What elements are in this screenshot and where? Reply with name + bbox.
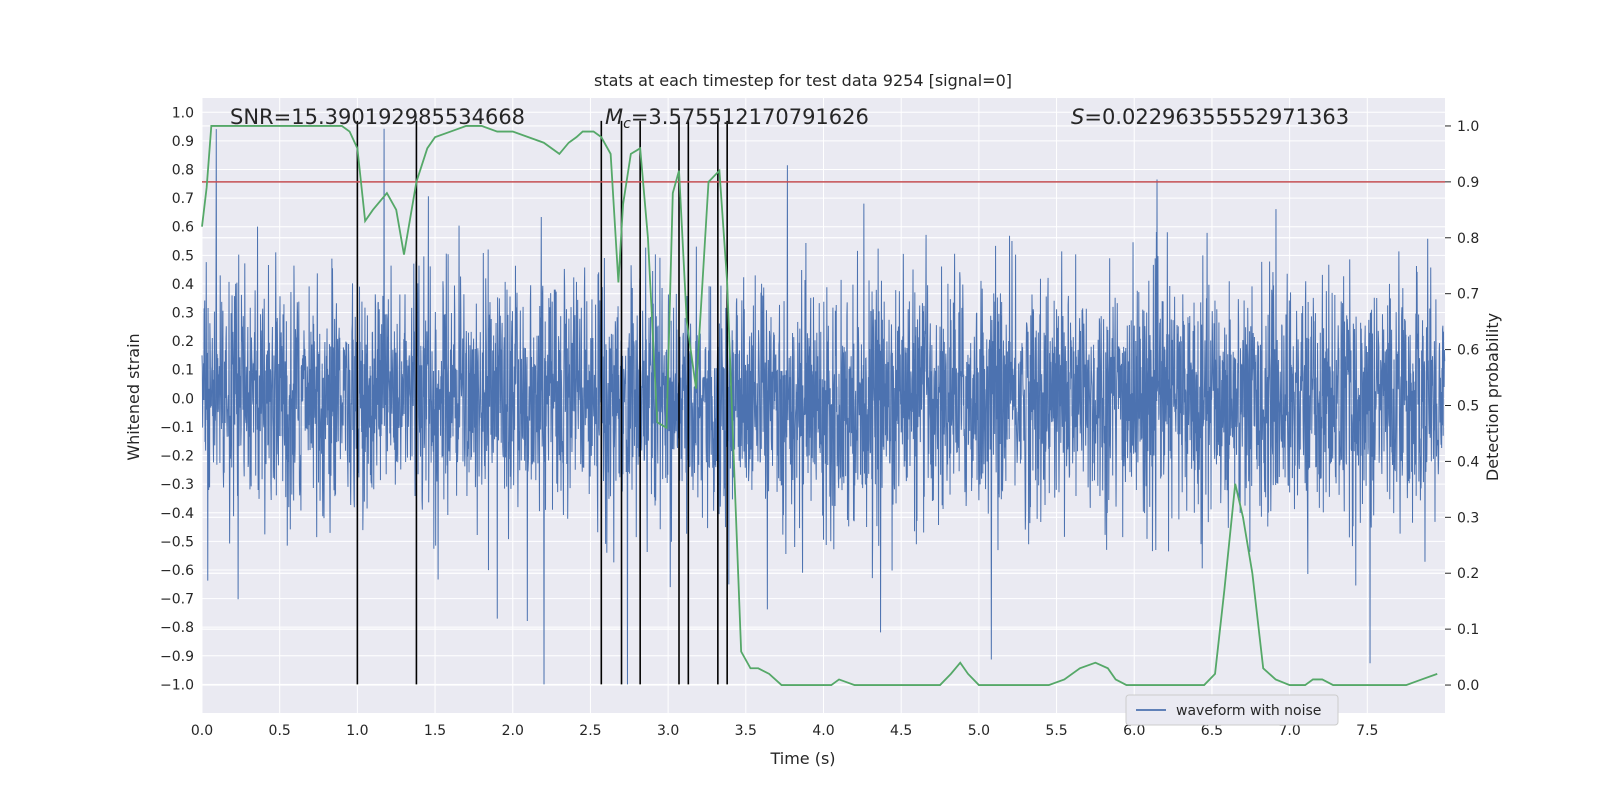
chirp-mass-annotation: Mc=3.575512170791626 (605, 105, 869, 132)
y2-tick-label: 0.2 (1457, 566, 1479, 582)
event-lines (356, 120, 728, 685)
x-tick-label: 4.5 (890, 723, 912, 739)
x-tick-label: 7.5 (1356, 723, 1378, 739)
mc-value: =3.575512170791626 (631, 105, 869, 129)
y-tick-label: 0.2 (172, 334, 194, 350)
y2-axis-ticks: 0.0 0.1 0.2 0.3 0.4 0.5 0.6 0.7 0.8 0.9 1.0 (1445, 119, 1479, 694)
y2-tick-label: 0.0 (1457, 678, 1479, 694)
y2-tick-label: 0.8 (1457, 231, 1479, 247)
series-waveform (201, 128, 1446, 685)
x-tick-label: 5.0 (968, 723, 990, 739)
x-tick-label: 0.5 (269, 723, 291, 739)
x-tick-label: 2.5 (579, 723, 601, 739)
y2-tick-label: 0.4 (1457, 454, 1479, 470)
y2-tick-label: 0.9 (1457, 175, 1479, 191)
snr-annotation: SNR=15.390192985534668 (230, 105, 525, 129)
y-tick-label: 0.5 (172, 248, 194, 264)
x-tick-label: 2.0 (502, 723, 524, 739)
s-annotation: S=0.022963555529713​63 (1071, 105, 1349, 129)
x-tick-label: 6.0 (1123, 723, 1145, 739)
y-axis-ticks: −1.0 −0.9 −0.8 −0.7 −0.6 −0.5 −0.4 −0.3 −0.2 −0.1… (160, 105, 194, 693)
y2-tick-label: 0.6 (1457, 343, 1479, 359)
x-axis-label: Time (s) (769, 749, 835, 768)
series-detection-probability (201, 125, 1438, 686)
s-symbol: S (1071, 105, 1084, 129)
mc-symbol: M (605, 105, 623, 129)
chart-title: stats at each timestep for test data 925… (594, 71, 1012, 90)
x-tick-label: 3.0 (657, 723, 679, 739)
x-tick-label: 1.0 (346, 723, 368, 739)
x-tick-label: 0.0 (191, 723, 213, 739)
y2-tick-label: 0.1 (1457, 622, 1479, 638)
y-tick-label: −1.0 (160, 677, 194, 693)
legend-entry-waveform: waveform with noise (1176, 703, 1321, 719)
y2-tick-label: 0.5 (1457, 399, 1479, 415)
y-tick-label: 1.0 (172, 105, 194, 121)
s-value: =0.022963555529713​63 (1084, 105, 1349, 129)
y2-axis-label: Detection probability (1483, 313, 1502, 481)
y-tick-label: −0.3 (160, 477, 194, 493)
x-tick-label: 6.5 (1201, 723, 1223, 739)
y-tick-label: −0.2 (160, 449, 194, 465)
legend: waveform with noise (1125, 694, 1339, 726)
y-tick-label: 0.4 (172, 277, 194, 293)
y-tick-label: −0.5 (160, 534, 194, 550)
y-axis-label: Whitened strain (124, 333, 143, 460)
y-tick-label: 0.0 (172, 391, 194, 407)
y-tick-label: 0.6 (172, 220, 194, 236)
y2-tick-label: 1.0 (1457, 119, 1479, 135)
mc-subscript: c (623, 116, 631, 132)
x-tick-label: 5.5 (1045, 723, 1067, 739)
y-tick-label: 0.1 (172, 363, 194, 379)
x-tick-label: 7.0 (1278, 723, 1300, 739)
x-axis-ticks: 0.0 0.5 1.0 1.5 2.0 2.5 3.0 3.5 4.0 4.5 5.0 5.5 6.0 6… (191, 723, 1379, 739)
x-tick-label: 3.5 (735, 723, 757, 739)
x-tick-label: 1.5 (424, 723, 446, 739)
y-tick-label: −0.1 (160, 420, 194, 436)
y-tick-label: 0.3 (172, 306, 194, 322)
y2-tick-label: 0.7 (1457, 287, 1479, 303)
y-tick-label: 0.7 (172, 191, 194, 207)
x-tick-label: 4.0 (812, 723, 834, 739)
y-tick-label: −0.8 (160, 620, 194, 636)
y-tick-label: −0.6 (160, 563, 194, 579)
y-tick-label: −0.7 (160, 592, 194, 608)
y-tick-label: −0.4 (160, 506, 194, 522)
legend-box (1125, 694, 1339, 726)
y-tick-label: 0.8 (172, 163, 194, 179)
y-tick-label: 0.9 (172, 134, 194, 150)
y-tick-label: −0.9 (160, 649, 194, 665)
y2-tick-label: 0.3 (1457, 510, 1479, 526)
